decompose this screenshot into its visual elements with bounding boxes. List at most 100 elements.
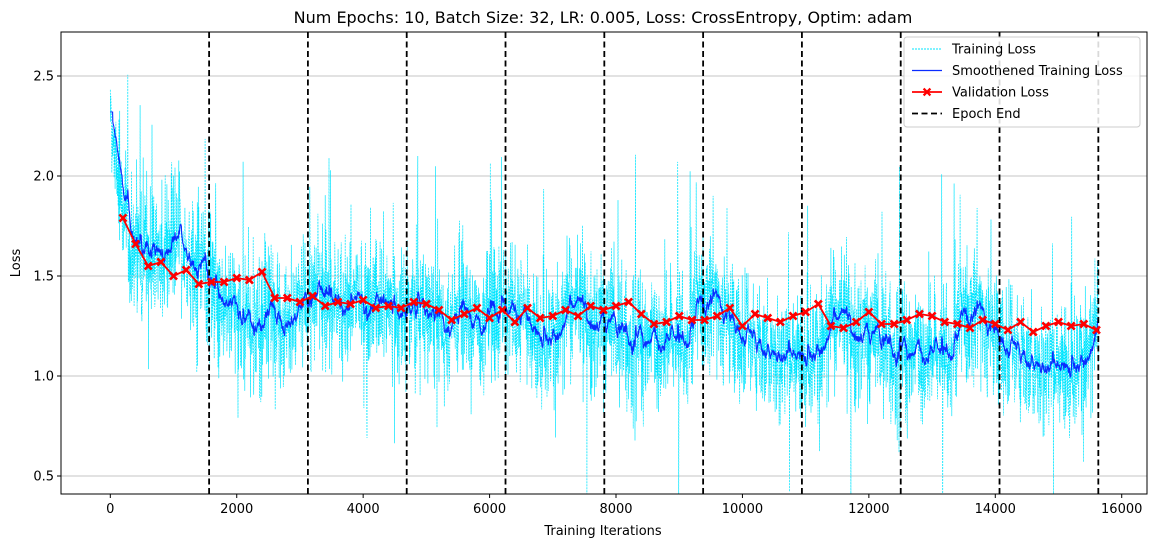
validation-point-27	[459, 309, 469, 319]
y-tick-label-0: 0.5	[33, 470, 54, 485]
validation-point-50	[750, 309, 760, 319]
validation-point-36	[573, 311, 583, 321]
validation-point-59	[864, 307, 874, 317]
validation-point-10	[244, 275, 254, 285]
y-axis-ticks: 0.5 1.0 1.5 2.0 2.5	[33, 70, 61, 485]
legend-label-smoothed: Smoothened Training Loss	[952, 64, 1123, 79]
validation-point-73	[1041, 321, 1051, 331]
validation-point-72	[1028, 327, 1038, 337]
validation-point-31	[510, 317, 520, 327]
x-tick-label-4: 8000	[599, 502, 632, 517]
validation-point-58	[851, 317, 861, 327]
validation-point-46	[699, 315, 710, 325]
x-axis-title: Training Iterations	[543, 524, 662, 539]
validation-point-32	[522, 303, 533, 313]
validation-point-74	[1053, 317, 1064, 327]
validation-point-33	[535, 313, 545, 323]
validation-point-40	[624, 297, 634, 307]
validation-point-51	[763, 313, 773, 323]
validation-point-47	[712, 311, 722, 321]
validation-point-13	[282, 293, 292, 303]
validation-point-18	[345, 299, 356, 309]
validation-loss-series	[118, 213, 1101, 337]
legend-item-epoch: Epoch End	[912, 107, 1021, 122]
validation-point-54	[801, 307, 811, 317]
validation-point-62	[902, 315, 912, 325]
validation-point-29	[485, 313, 495, 323]
validation-point-75	[1066, 321, 1076, 331]
y-axis-title: Loss	[9, 249, 24, 278]
y-tick-label-2: 1.5	[33, 270, 54, 285]
x-tick-label-3: 6000	[473, 502, 506, 517]
validation-point-21	[383, 301, 393, 311]
validation-point-11	[257, 267, 267, 277]
validation-point-5	[181, 265, 191, 275]
validation-point-26	[447, 315, 457, 325]
y-tick-label-4: 2.5	[33, 70, 54, 85]
legend-item-smoothed: Smoothened Training Loss	[912, 64, 1123, 79]
plot-frame	[60, 31, 1148, 495]
validation-point-7	[206, 277, 217, 287]
validation-point-35	[560, 305, 570, 315]
validation-point-63	[914, 309, 924, 319]
validation-point-14	[295, 297, 305, 307]
legend-box	[903, 36, 1141, 128]
validation-point-71	[1016, 317, 1026, 327]
legend-item-validation: Validation Loss	[912, 86, 1049, 101]
validation-point-68	[978, 315, 988, 325]
x-tick-label-2: 4000	[347, 502, 380, 517]
legend-swatch-validation-marker	[922, 87, 932, 97]
legend-label-validation: Validation Loss	[952, 86, 1049, 101]
validation-point-24	[421, 299, 431, 309]
validation-point-3	[156, 257, 166, 267]
validation-point-49	[737, 321, 747, 331]
validation-point-22	[396, 303, 406, 313]
validation-point-9	[232, 273, 242, 283]
validation-point-20	[371, 303, 381, 313]
validation-point-15	[308, 291, 318, 301]
validation-point-16	[320, 301, 330, 311]
legend-label-epoch: Epoch End	[952, 107, 1021, 122]
validation-point-65	[940, 317, 950, 327]
validation-point-2	[143, 261, 153, 271]
validation-point-4	[168, 271, 179, 281]
validation-point-60	[876, 319, 887, 329]
validation-point-23	[409, 297, 419, 307]
validation-point-0	[118, 213, 128, 223]
validation-point-8	[219, 277, 229, 287]
validation-point-25	[434, 305, 444, 315]
validation-point-57	[839, 323, 849, 333]
legend: Training Loss Smoothened Training Loss Val…	[903, 36, 1141, 128]
validation-point-43	[662, 317, 672, 327]
validation-point-67	[965, 323, 975, 333]
validation-point-44	[674, 311, 684, 321]
validation-point-30	[497, 305, 507, 315]
validation-point-37	[586, 301, 596, 311]
validation-point-38	[598, 305, 608, 315]
validation-point-66	[952, 319, 962, 329]
x-axis-ticks: 0 2000 4000 6000 8000 10000 12000 14000 16000	[106, 494, 1142, 517]
validation-point-28	[472, 303, 482, 313]
validation-point-48	[725, 303, 735, 313]
validation-point-34	[548, 311, 558, 321]
x-tick-label-8: 16000	[1101, 502, 1142, 517]
validation-point-53	[788, 311, 798, 321]
x-tick-label-1: 2000	[220, 502, 253, 517]
chart-title: Num Epochs: 10, Batch Size: 32, LR: 0.00…	[294, 8, 913, 27]
validation-point-17	[333, 297, 343, 307]
x-tick-label-6: 12000	[848, 502, 889, 517]
validation-point-45	[687, 315, 697, 325]
validation-point-6	[194, 279, 204, 289]
validation-point-56	[826, 321, 836, 331]
validation-point-77	[1091, 325, 1101, 335]
validation-point-39	[611, 301, 621, 311]
epoch-end-lines	[208, 32, 1100, 494]
validation-point-1	[131, 239, 141, 249]
validation-point-12	[270, 293, 280, 303]
validation-point-70	[1003, 325, 1013, 335]
validation-point-76	[1079, 319, 1089, 329]
validation-point-52	[775, 317, 785, 327]
x-tick-label-7: 14000	[975, 502, 1016, 517]
validation-point-61	[889, 319, 899, 329]
